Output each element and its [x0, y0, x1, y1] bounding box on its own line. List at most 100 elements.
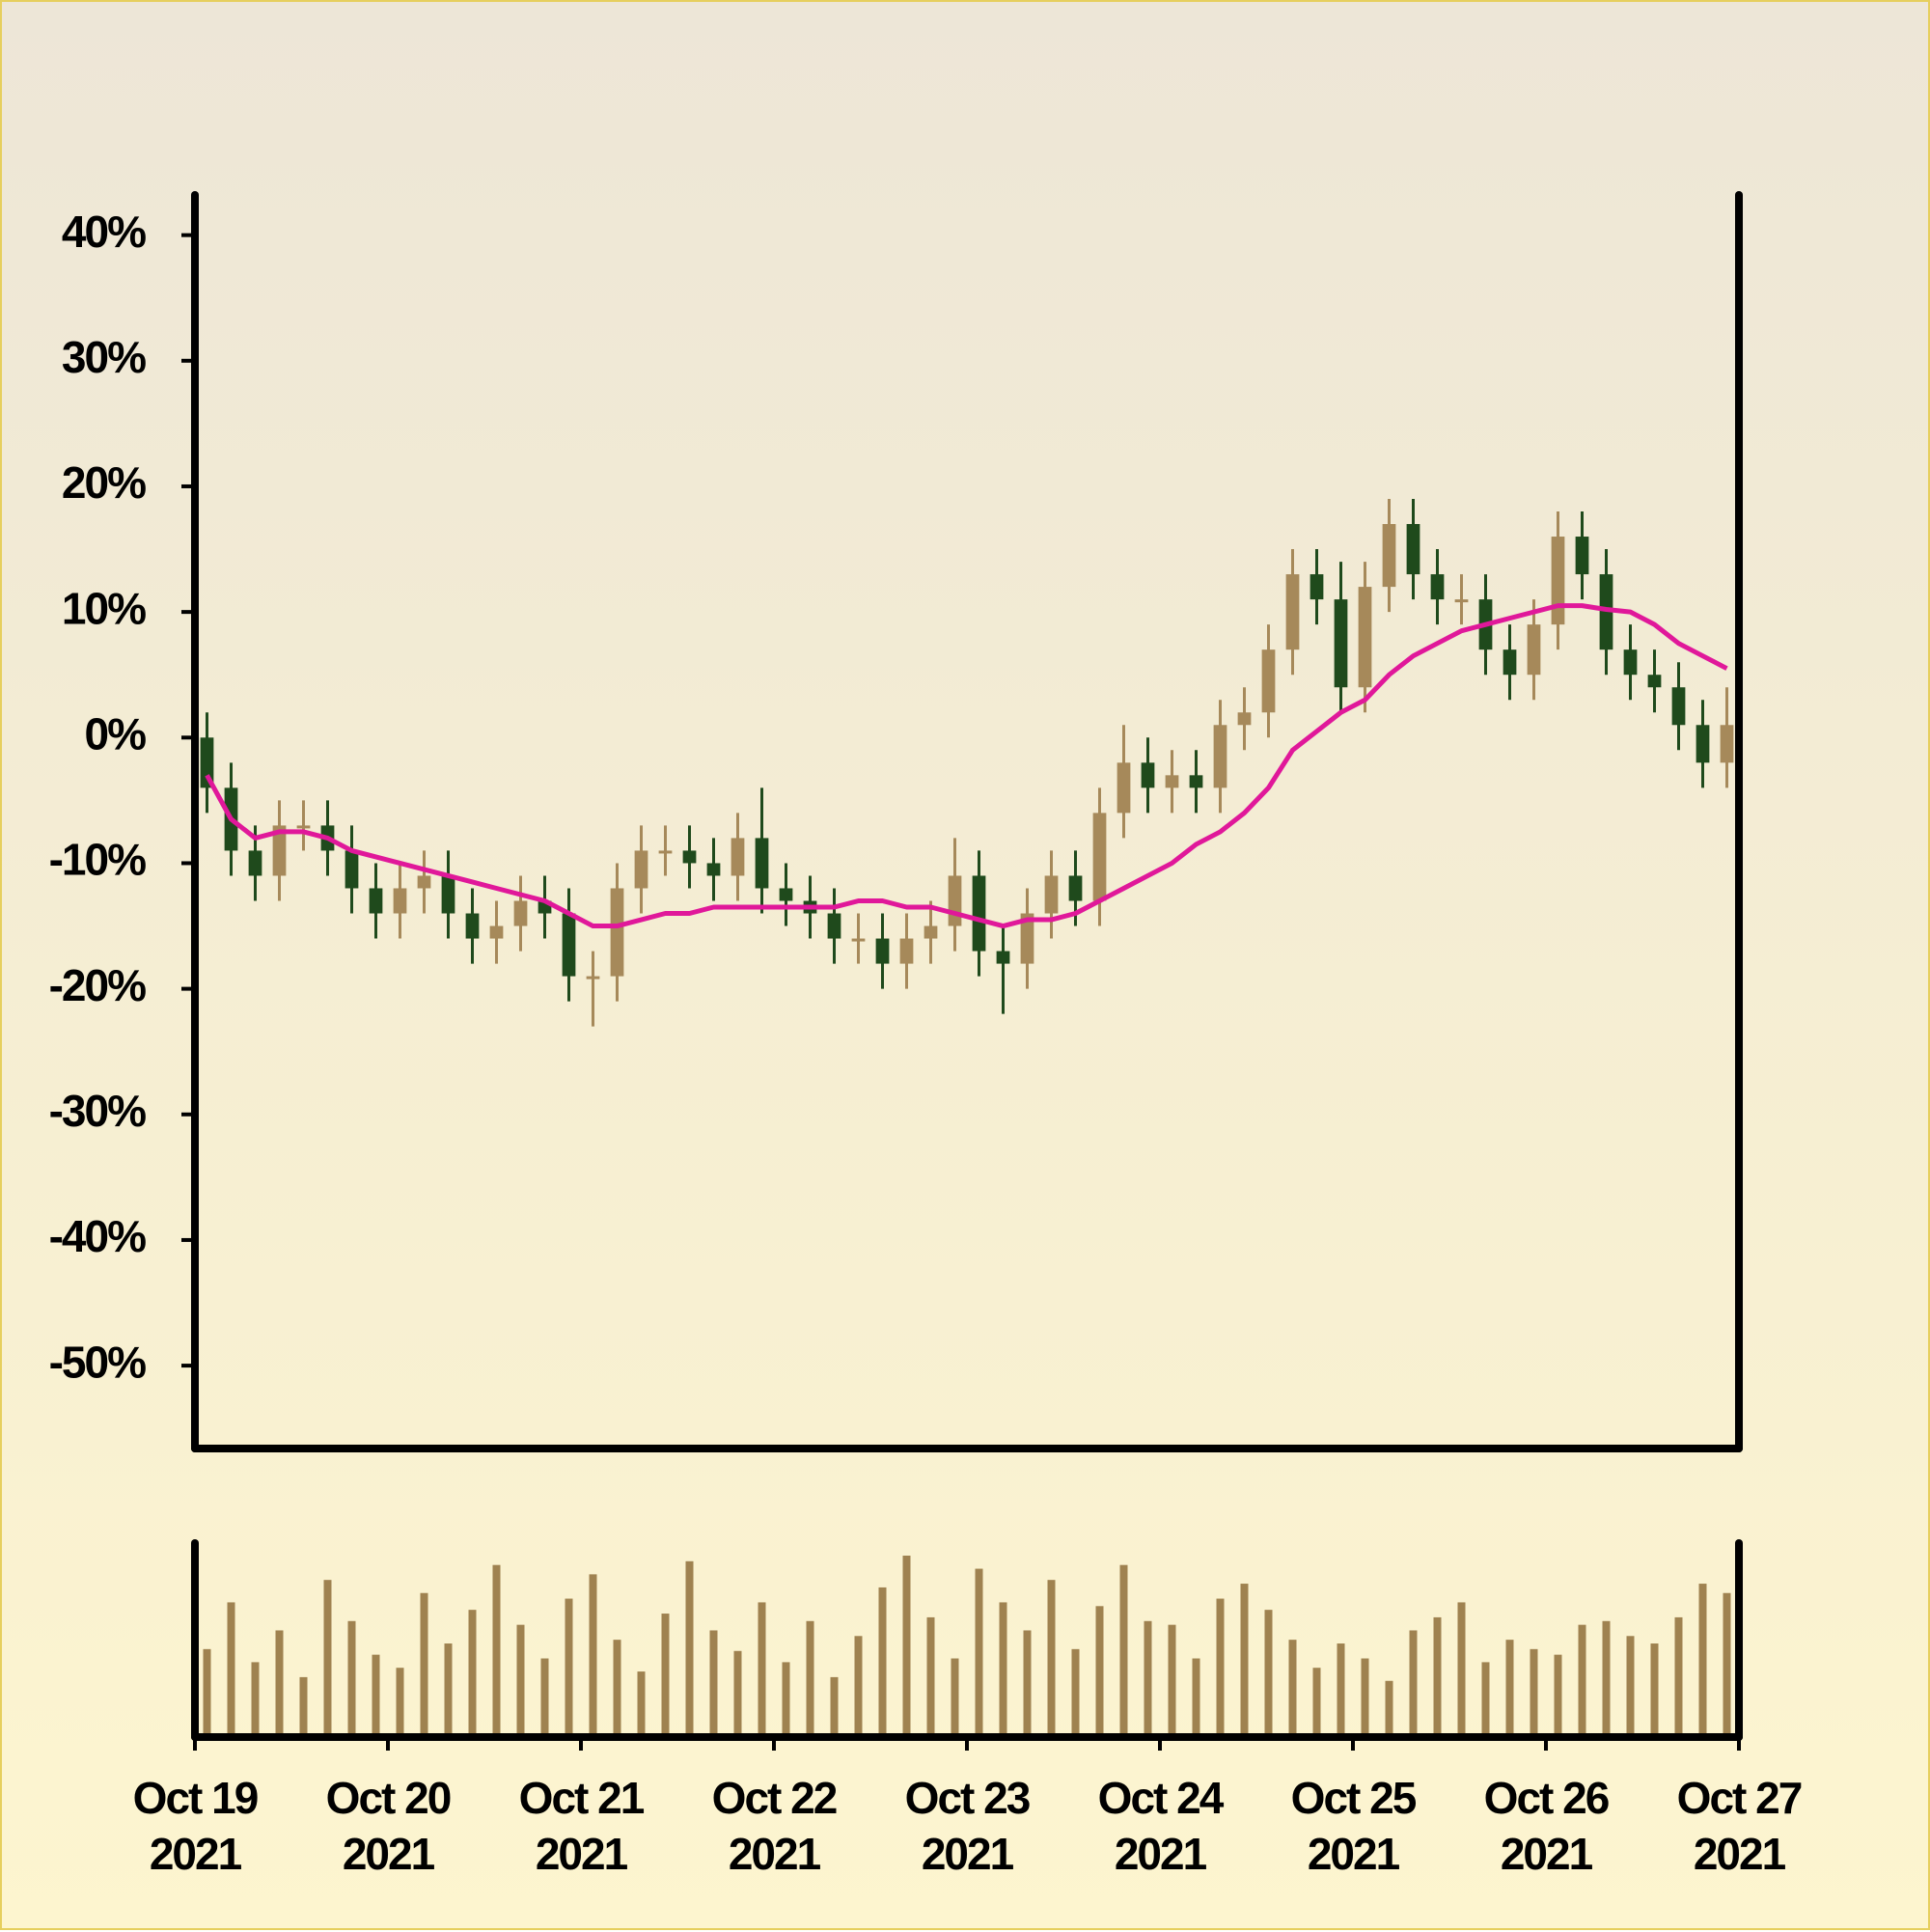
candle-body: [1623, 649, 1638, 676]
candle-body: [706, 863, 721, 876]
candle-body: [1503, 649, 1517, 676]
y-tick-label: -30%: [49, 1086, 146, 1136]
y-tick-label: 10%: [62, 583, 146, 633]
volume-bar: [613, 1640, 621, 1733]
volume-bar: [1047, 1580, 1056, 1733]
candle-body: [1527, 624, 1541, 676]
volume-bar: [806, 1620, 814, 1733]
candle-body: [682, 850, 697, 864]
volume-bar: [227, 1602, 235, 1733]
volume-bar: [347, 1620, 356, 1733]
candle-body: [1285, 574, 1300, 650]
candle-body: [1213, 725, 1227, 788]
volume-bar: [299, 1676, 308, 1733]
volume-bar: [1481, 1662, 1490, 1733]
volume-bar: [1095, 1606, 1104, 1733]
candle-body: [1599, 574, 1613, 650]
candle-body: [1141, 762, 1155, 788]
y-tick-label: -10%: [49, 835, 146, 885]
volume-bar: [1674, 1616, 1683, 1733]
volume-bar: [1216, 1598, 1225, 1733]
candle-body: [731, 838, 745, 876]
candle-body: [369, 888, 383, 914]
volume-bar: [926, 1616, 935, 1733]
volume-bar: [782, 1662, 790, 1733]
x-tick-label: Oct 27 2021: [1676, 1773, 1804, 1879]
candle-body: [779, 888, 793, 901]
candle-body: [1044, 875, 1059, 914]
candle-body: [393, 888, 407, 914]
volume-bar: [661, 1614, 670, 1733]
volume-bar: [637, 1671, 646, 1733]
candle-body: [465, 913, 480, 939]
volume-bar: [1433, 1616, 1442, 1733]
axes-frame: [191, 191, 1743, 1741]
volume-bar: [372, 1654, 380, 1733]
candle-body: [610, 888, 624, 977]
candle-body: [562, 913, 576, 977]
volume-bar: [396, 1668, 404, 1733]
volume-bar: [1144, 1620, 1152, 1733]
volume-bar: [685, 1560, 694, 1733]
candle-body: [1358, 587, 1372, 688]
volume-bar: [444, 1643, 453, 1733]
x-tick-label: Oct 23 2021: [904, 1773, 1032, 1879]
x-tick-label: Oct 19 2021: [132, 1773, 260, 1879]
volume-bar: [1312, 1668, 1321, 1733]
candle-body: [1189, 775, 1203, 788]
candle-body: [948, 875, 962, 926]
volume-bar: [1457, 1602, 1466, 1733]
volume-bar: [1071, 1648, 1080, 1733]
volume-bar: [854, 1636, 863, 1733]
candle-body: [1237, 712, 1252, 726]
volume-bar: [1192, 1658, 1200, 1733]
candle-body: [1334, 599, 1348, 688]
volume-bar: [1385, 1680, 1393, 1733]
x-tick-label: Oct 25 2021: [1290, 1773, 1418, 1879]
volume-bar: [1626, 1636, 1635, 1733]
y-tick-label: 20%: [62, 457, 146, 508]
x-tick-label: Oct 22 2021: [711, 1773, 839, 1879]
candle-body: [513, 900, 528, 926]
volume-bar: [1288, 1640, 1297, 1733]
volume-bar: [733, 1650, 742, 1733]
volume-bar: [878, 1587, 887, 1733]
candle-body: [1671, 687, 1686, 726]
candle-body: [996, 951, 1010, 964]
y-tick-label: 30%: [62, 332, 146, 382]
y-tick-label: -50%: [49, 1337, 146, 1387]
x-tick-label: Oct 24 2021: [1097, 1773, 1225, 1879]
candle-body: [417, 875, 431, 889]
candle-body: [248, 850, 262, 876]
candle-body: [899, 938, 914, 964]
candle-body: [875, 938, 890, 964]
volume-bar: [1505, 1640, 1514, 1733]
volume-bar: [951, 1658, 959, 1733]
candle-body: [755, 838, 769, 889]
candle-body: [1117, 762, 1131, 814]
moving-average-line: [205, 603, 1728, 929]
volume-bar: [565, 1598, 573, 1733]
volume-bar: [1530, 1648, 1538, 1733]
candle-body: [1382, 524, 1396, 588]
volume-bar: [1723, 1592, 1731, 1733]
volume-bar: [1602, 1620, 1611, 1733]
candle-body: [1092, 813, 1107, 901]
candle-body: [1575, 537, 1589, 575]
volume-bar: [1240, 1584, 1249, 1733]
candle-body: [924, 925, 938, 939]
y-tick-label: 40%: [62, 207, 146, 257]
volume-bar: [540, 1658, 549, 1733]
volume-bar: [1698, 1584, 1707, 1733]
volume-bar: [999, 1602, 1007, 1733]
candle-body: [296, 825, 311, 829]
volume-bar: [492, 1564, 501, 1733]
volume-bar: [758, 1602, 766, 1733]
volume-bar: [468, 1610, 477, 1733]
volume-bar: [1023, 1630, 1032, 1733]
volume-bar: [203, 1648, 211, 1733]
candle-body: [1068, 875, 1083, 901]
candle-body: [1430, 574, 1445, 600]
volume-bar: [1578, 1624, 1586, 1733]
